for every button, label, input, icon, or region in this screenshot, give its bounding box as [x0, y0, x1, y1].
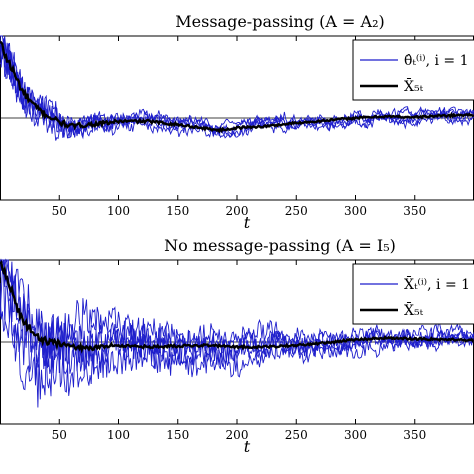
mean-series-line — [0, 40, 474, 134]
panel-no-message-passing: No message-passing (A = I₅) 50 100 150 200 2… — [0, 236, 474, 456]
legend: θ̂ₜ⁽ⁱ⁾, i = 1 X̄₅ₜ — [352, 39, 474, 101]
component-series-line — [0, 258, 474, 371]
legend-box — [352, 39, 474, 101]
legend: X̄ₜ⁽ⁱ⁾, i = 1 X̄₅ₜ — [352, 263, 474, 325]
component-series-line — [0, 42, 474, 140]
x-tick-label: 300 — [344, 428, 367, 442]
x-tick-label: 100 — [107, 428, 130, 442]
mean-series-line — [0, 260, 474, 354]
x-tick-label: 50 — [52, 428, 67, 442]
legend-label-component: X̄ₜ⁽ⁱ⁾, i = 1 — [404, 275, 470, 293]
chart-title: Message-passing (A = A₂) — [175, 12, 384, 31]
x-tick-label: 100 — [107, 204, 130, 218]
x-tick-label: 150 — [166, 204, 189, 218]
x-tick-label: 350 — [403, 428, 426, 442]
x-tick-label: 200 — [226, 428, 249, 442]
legend-label-mean: X̄₅ₜ — [404, 301, 424, 319]
x-axis-label: t — [244, 213, 251, 232]
x-axis-label: t — [244, 437, 251, 456]
legend-label-component: θ̂ₜ⁽ⁱ⁾, i = 1 — [404, 53, 469, 69]
component-series-line — [0, 259, 474, 361]
chart-title: No message-passing (A = I₅) — [164, 236, 396, 255]
x-tick-label: 300 — [344, 204, 367, 218]
x-tick-label: 200 — [226, 204, 249, 218]
x-tick-label: 350 — [403, 204, 426, 218]
legend-box — [352, 263, 474, 325]
x-tick-label: 250 — [285, 204, 308, 218]
x-tick-label: 250 — [285, 428, 308, 442]
x-tick-label: 50 — [52, 204, 67, 218]
panel-message-passing: Message-passing (A = A₂) 50 100 150 200 250 3… — [0, 12, 474, 232]
component-series-line — [0, 258, 474, 367]
x-tick-label: 150 — [166, 428, 189, 442]
legend-label-mean: X̄₅ₜ — [404, 77, 424, 95]
